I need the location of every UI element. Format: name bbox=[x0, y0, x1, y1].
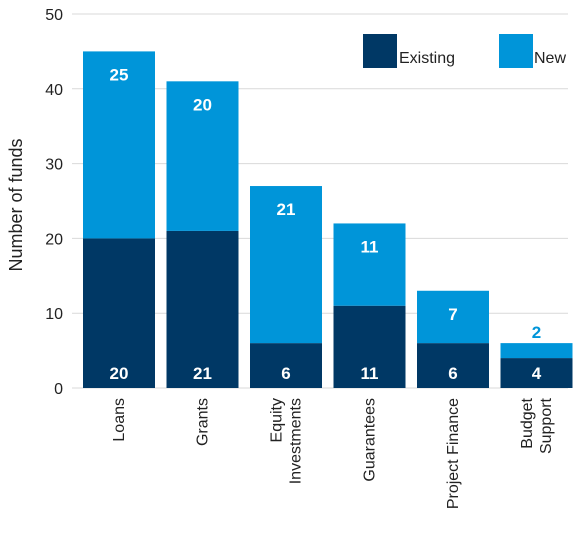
x-tick-label: Loans bbox=[111, 398, 128, 442]
x-tick-label: Guarantees bbox=[362, 398, 379, 482]
bar-new-0 bbox=[83, 51, 155, 239]
bar-existing-5 bbox=[500, 358, 573, 388]
bar-existing-1 bbox=[166, 230, 239, 388]
y-tick-label: 0 bbox=[54, 381, 63, 398]
x-axis-ticks: Loans Grants Equity Investments Guarantees Pr… bbox=[111, 397, 555, 509]
data-label-new-4: 7 bbox=[448, 305, 457, 324]
data-label-existing-3: 11 bbox=[361, 364, 379, 383]
y-axis-title: Number of funds bbox=[6, 138, 26, 271]
legend-swatch-existing bbox=[363, 34, 397, 68]
data-label-new-3: 11 bbox=[361, 237, 379, 256]
legend-label-existing: Existing bbox=[399, 50, 455, 67]
bar-new-3 bbox=[333, 223, 406, 306]
data-labels: 20 25 21 20 6 21 11 11 6 7 4 2 bbox=[110, 65, 542, 383]
x-tick-label: Budget Support bbox=[519, 397, 555, 454]
data-label-existing-4: 6 bbox=[448, 364, 457, 383]
y-tick-label: 50 bbox=[45, 7, 63, 24]
data-label-new-1: 20 bbox=[193, 95, 212, 114]
y-tick-label: 10 bbox=[45, 306, 63, 323]
bar-existing-0 bbox=[83, 238, 155, 388]
y-axis-ticks: 0 10 20 30 40 50 bbox=[45, 7, 63, 398]
legend: Existing New bbox=[363, 34, 566, 68]
data-label-existing-2: 6 bbox=[281, 364, 290, 383]
data-label-existing-1: 21 bbox=[193, 364, 212, 383]
data-label-new-2: 21 bbox=[277, 200, 296, 219]
data-label-existing-0: 20 bbox=[110, 364, 129, 383]
bar-new-1 bbox=[166, 81, 239, 231]
y-tick-label: 40 bbox=[45, 82, 63, 99]
bar-existing-3 bbox=[333, 305, 406, 388]
data-label-new-5: 2 bbox=[532, 323, 541, 342]
x-tick-label: Project Finance bbox=[445, 398, 462, 509]
bar-existing-2 bbox=[250, 343, 322, 388]
bar-new-5 bbox=[500, 343, 573, 359]
y-tick-label: 20 bbox=[45, 231, 63, 248]
x-tick-label: Grants bbox=[195, 398, 212, 446]
bars bbox=[83, 51, 573, 388]
bar-new-4 bbox=[417, 290, 489, 344]
legend-label-new: New bbox=[534, 50, 566, 67]
bar-new-2 bbox=[250, 186, 322, 344]
bar-existing-4 bbox=[417, 343, 489, 388]
x-tick-label: Equity Investments bbox=[269, 398, 305, 484]
data-label-new-0: 25 bbox=[110, 65, 129, 84]
legend-swatch-new bbox=[499, 34, 533, 68]
data-label-existing-5: 4 bbox=[532, 364, 542, 383]
y-tick-label: 30 bbox=[45, 157, 63, 174]
